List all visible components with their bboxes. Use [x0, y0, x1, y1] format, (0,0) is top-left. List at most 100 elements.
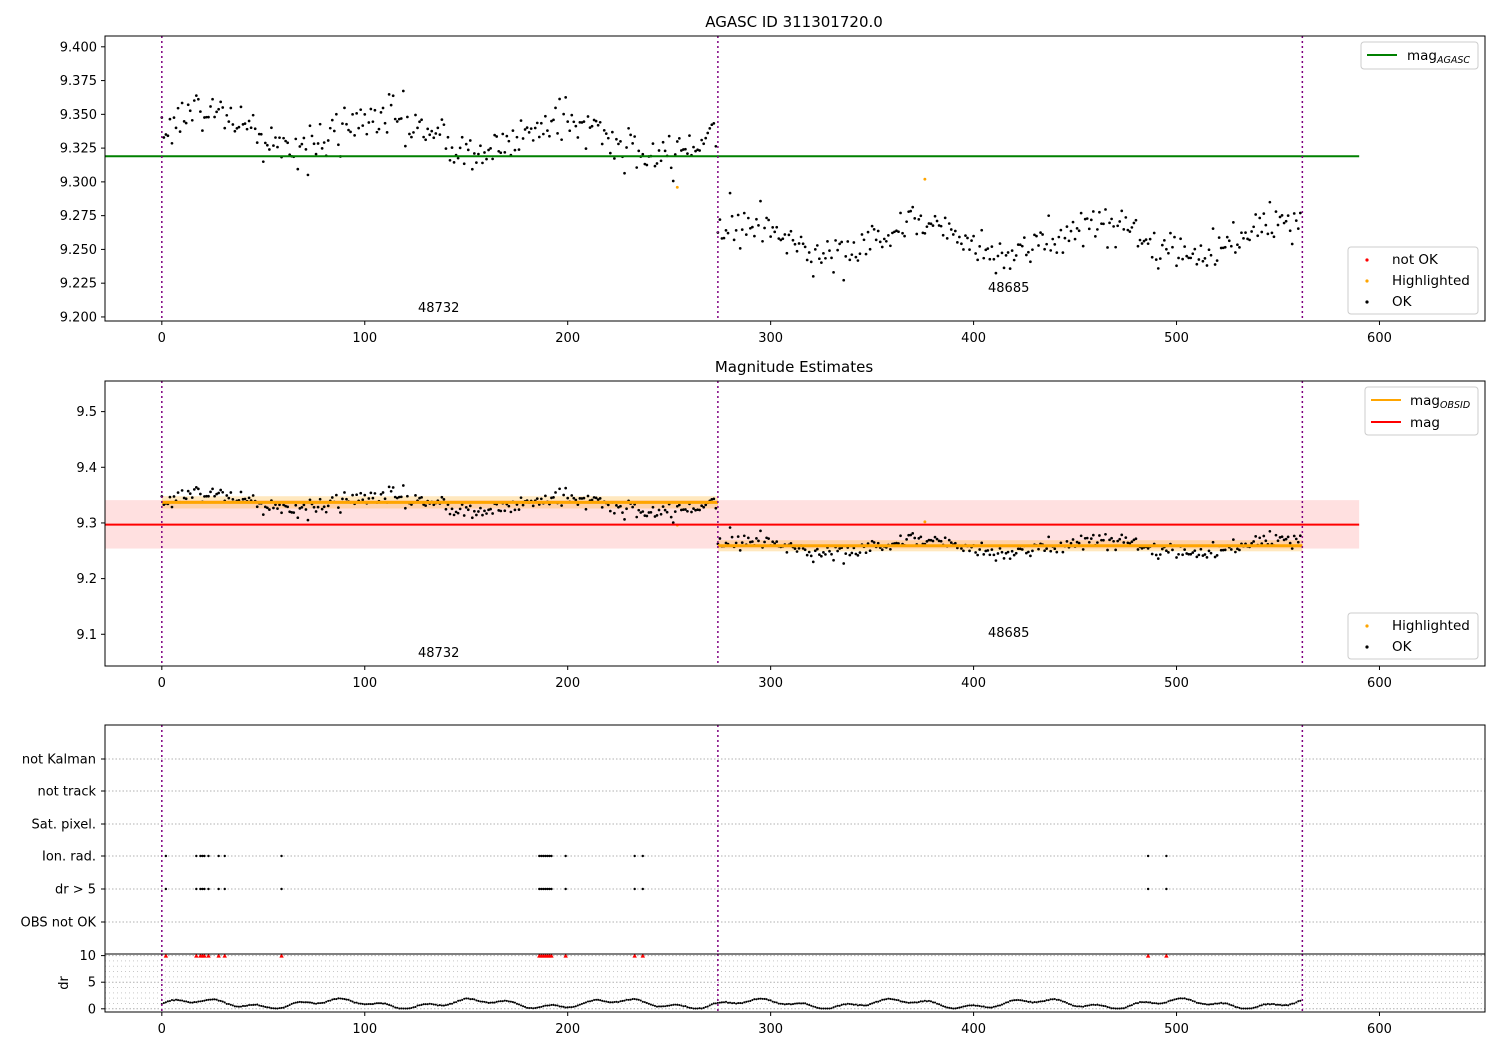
p2-point	[401, 484, 405, 487]
dr-clipped-marker	[549, 953, 554, 958]
dr-point	[1240, 1007, 1243, 1010]
p1-point	[389, 103, 393, 107]
p2-point	[369, 491, 373, 495]
dr-point	[497, 1000, 500, 1003]
p2-point	[899, 534, 902, 538]
p1-point	[487, 148, 490, 152]
p2-point	[397, 495, 401, 499]
p2-point	[801, 547, 805, 550]
p1-point	[330, 118, 334, 122]
p2-point	[830, 552, 833, 556]
dr-point	[676, 1003, 679, 1006]
p2-point	[550, 496, 553, 500]
dr-clipped-marker	[194, 953, 199, 958]
p1-point	[205, 115, 208, 119]
p2-point	[1177, 552, 1180, 556]
p1-point	[401, 89, 405, 93]
p2-point	[292, 511, 296, 514]
p1-point	[215, 110, 218, 114]
dr-point	[800, 1002, 803, 1005]
p2-point	[917, 537, 921, 540]
flag-point	[540, 887, 543, 891]
p1-point	[1191, 252, 1195, 256]
p2-point	[1258, 536, 1262, 540]
p2-point	[326, 504, 330, 508]
p1-point	[576, 136, 580, 139]
p1-point	[1045, 242, 1048, 246]
p2-point	[318, 497, 322, 501]
dr-point	[680, 1004, 683, 1007]
p2-point	[302, 503, 306, 507]
dr-point	[280, 1006, 283, 1009]
dr-point	[970, 1004, 973, 1007]
dr-point	[1293, 1002, 1296, 1005]
p2-point	[880, 548, 884, 552]
dr-point	[1281, 1004, 1284, 1007]
p2-point	[215, 492, 218, 496]
dr-point	[1260, 1004, 1263, 1007]
dr-point	[897, 999, 900, 1002]
dr-point	[1248, 1007, 1251, 1010]
p1-point	[1270, 231, 1274, 235]
p2-point	[586, 494, 590, 498]
p1-point	[694, 149, 697, 153]
dr-point	[753, 998, 756, 1001]
p1-point	[1126, 228, 1130, 232]
p1-point	[921, 231, 925, 235]
panel1-obs-label-2: 48685	[988, 281, 1029, 296]
p1-point	[903, 234, 906, 238]
dr-point	[1132, 1002, 1135, 1005]
dr-point	[860, 1004, 864, 1007]
p1-point	[1118, 220, 1122, 223]
p2-point	[1012, 553, 1016, 557]
dr-ytick-label-1: 5	[88, 976, 96, 991]
dr-point	[1209, 1003, 1213, 1006]
dr-point	[250, 1003, 253, 1007]
dr-point	[720, 1001, 723, 1004]
p1-point	[546, 129, 549, 133]
dr-point	[670, 1004, 673, 1007]
p1-point	[1238, 246, 1241, 249]
dr-point	[434, 1003, 437, 1006]
dr-point	[272, 1007, 275, 1010]
p2-point	[1089, 537, 1093, 540]
p2-point	[1047, 535, 1051, 539]
flag-row-label-0: not Kalman	[22, 753, 96, 768]
dr-point	[767, 999, 770, 1002]
p1-point	[1156, 267, 1160, 270]
p1-point	[468, 139, 472, 142]
p2-point	[1075, 540, 1079, 544]
p1-point	[560, 138, 563, 142]
p2-point	[1110, 536, 1113, 540]
dr-xtick-label-0: 0	[158, 1022, 166, 1037]
dr-point	[343, 998, 346, 1001]
panel2-plot-area: 9.19.29.39.49.50 100 200 300 400 500 600	[76, 381, 1392, 691]
p2-point	[657, 508, 661, 512]
p1-point	[544, 114, 547, 118]
panel1-title: AGASC ID 311301720.0	[705, 13, 883, 31]
p1-point	[1276, 223, 1280, 227]
p2-point	[937, 539, 941, 543]
p2-point	[1221, 548, 1225, 552]
p2-point	[1254, 535, 1258, 538]
dr-point	[591, 999, 594, 1002]
dr-point	[221, 1000, 224, 1003]
dr-point	[1055, 998, 1058, 1001]
p1-point	[755, 217, 758, 221]
p1-point	[371, 120, 375, 124]
p2-point	[288, 510, 292, 514]
dr-point	[390, 1004, 393, 1007]
dr-point	[674, 1003, 677, 1006]
p1-point	[753, 234, 756, 238]
dr-point	[1179, 997, 1182, 1000]
dr-point	[1114, 1007, 1117, 1010]
p2-point	[227, 496, 231, 500]
dr-point	[1084, 1004, 1087, 1008]
flag-point	[544, 887, 547, 891]
p2-point	[521, 503, 525, 507]
p1-point	[1079, 211, 1083, 215]
p1-point	[913, 217, 917, 220]
dr-point	[392, 1005, 395, 1008]
